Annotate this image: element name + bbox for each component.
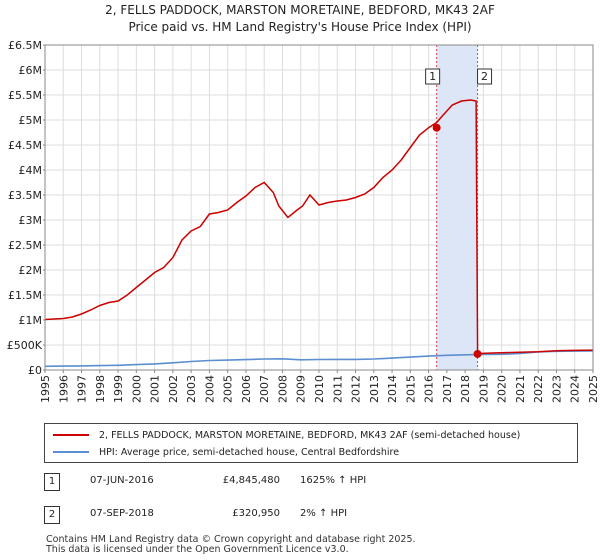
x-tick-label: 1997 [76,375,89,403]
y-tick-label: £4.5M [8,139,42,152]
footer-licence: This data is licensed under the Open Gov… [46,544,349,555]
x-tick-label: 2015 [404,375,417,403]
chart-subtitle: Price paid vs. HM Land Registry's House … [128,20,472,34]
price-chart: £0 £500K £1M £1.5M £2M £2.5M £3M £3.5M £4M £4.5M £… [7,39,600,403]
transaction-date: 07-SEP-2018 [90,508,154,519]
x-tick-label: 2012 [350,375,363,403]
sale-points [432,123,482,358]
x-tick-label: 2019 [477,375,490,403]
x-tick-label: 2022 [532,375,545,403]
x-tick-label: 2009 [295,375,308,403]
x-tick-label: 2007 [258,375,271,403]
legend-item-hpi: HPI: Average price, semi-detached house,… [53,444,399,460]
x-tick-label: 2006 [240,375,253,403]
x-tick-label: 1999 [112,375,125,403]
x-tick-label: 2008 [276,375,289,403]
x-tick-label: 2011 [331,375,344,403]
transaction-hpi-change: 2% ↑ HPI [300,508,348,519]
x-tick-label: 1998 [94,375,107,403]
transaction-price: £4,845,480 [222,475,280,486]
y-tick-label: £2M [19,264,43,277]
y-tick-label: £6M [19,64,43,77]
transaction-row: 2 07-SEP-2018 £320,950 2% ↑ HPI [44,506,584,524]
x-tick-label: 2004 [203,375,216,403]
x-tick-label: 2005 [222,375,235,403]
transaction-row: 1 07-JUN-2016 £4,845,480 1625% ↑ HPI [44,473,584,491]
y-axis-ticks: £0 £500K £1M £1.5M £2M £2.5M £3M £3.5M £4M £4.5M £… [7,39,45,377]
plot-frame [44,44,594,371]
grid-lines [44,44,594,371]
y-tick-label: £500K [7,339,43,352]
x-tick-label: 2023 [550,375,563,403]
hpi-series-line [44,350,594,368]
chart-title-address: 2, FELLS PADDOCK, MARSTON MORETAINE, BED… [105,3,495,17]
y-tick-label: £2.5M [8,239,42,252]
transaction-price: £320,950 [232,508,280,519]
x-tick-label: 2002 [167,375,180,403]
legend-hpi-label: HPI: Average price, semi-detached house,… [99,446,400,458]
y-tick-label: £5.5M [8,89,42,102]
transaction-date: 07-JUN-2016 [90,475,154,486]
sale-marker-label: 2 [481,70,488,83]
sale-marker-box [477,68,493,85]
x-tick-label: 2018 [459,375,472,403]
sale-marker-box [425,68,441,85]
y-tick-label: £3.5M [8,189,42,202]
y-tick-label: £5M [19,114,43,127]
transaction-hpi-change: 1625% ↑ HPI [300,475,367,486]
x-tick-label: 2003 [185,375,198,403]
y-tick-label: £1M [19,314,43,327]
footer-copyright: Contains HM Land Registry data © Crown c… [46,534,416,545]
x-tick-label: 2014 [386,375,399,403]
y-tick-label: £6.5M [8,39,42,52]
sale-point [473,349,482,358]
x-tick-label: 2010 [313,375,326,403]
x-tick-label: 1995 [39,375,52,403]
y-tick-label: £0 [28,364,42,377]
x-tick-label: 2020 [496,375,509,403]
y-tick-label: £4M [19,164,43,177]
x-tick-label: 2017 [441,375,454,403]
x-axis-ticks: 1995 1996 1997 1998 1999 2000 2001 2002 2003 2004… [39,370,600,403]
legend-hpi-swatch [53,451,89,453]
transaction-number-badge: 2 [44,506,60,524]
legend: 2, FELLS PADDOCK, MARSTON MORETAINE, BED… [44,423,578,463]
x-tick-label: 2021 [514,375,527,403]
legend-item-property: 2, FELLS PADDOCK, MARSTON MORETAINE, BED… [53,427,520,443]
legend-property-swatch [53,434,89,436]
x-tick-label: 1996 [57,375,70,403]
highlight-band [436,45,478,370]
x-tick-label: 2024 [569,375,582,403]
x-tick-label: 2016 [423,375,436,403]
x-tick-label: 2013 [368,375,381,403]
property-series-line [44,99,594,355]
legend-property-label: 2, FELLS PADDOCK, MARSTON MORETAINE, BED… [99,429,521,441]
sale-marker-label: 1 [429,70,436,83]
sale-point [432,123,441,132]
y-tick-label: £3M [19,214,43,227]
x-tick-label: 2000 [130,375,143,403]
y-tick-label: £1.5M [8,289,42,302]
x-tick-label: 2025 [587,375,600,403]
transaction-number-badge: 1 [44,473,60,491]
x-tick-label: 2001 [149,375,162,403]
